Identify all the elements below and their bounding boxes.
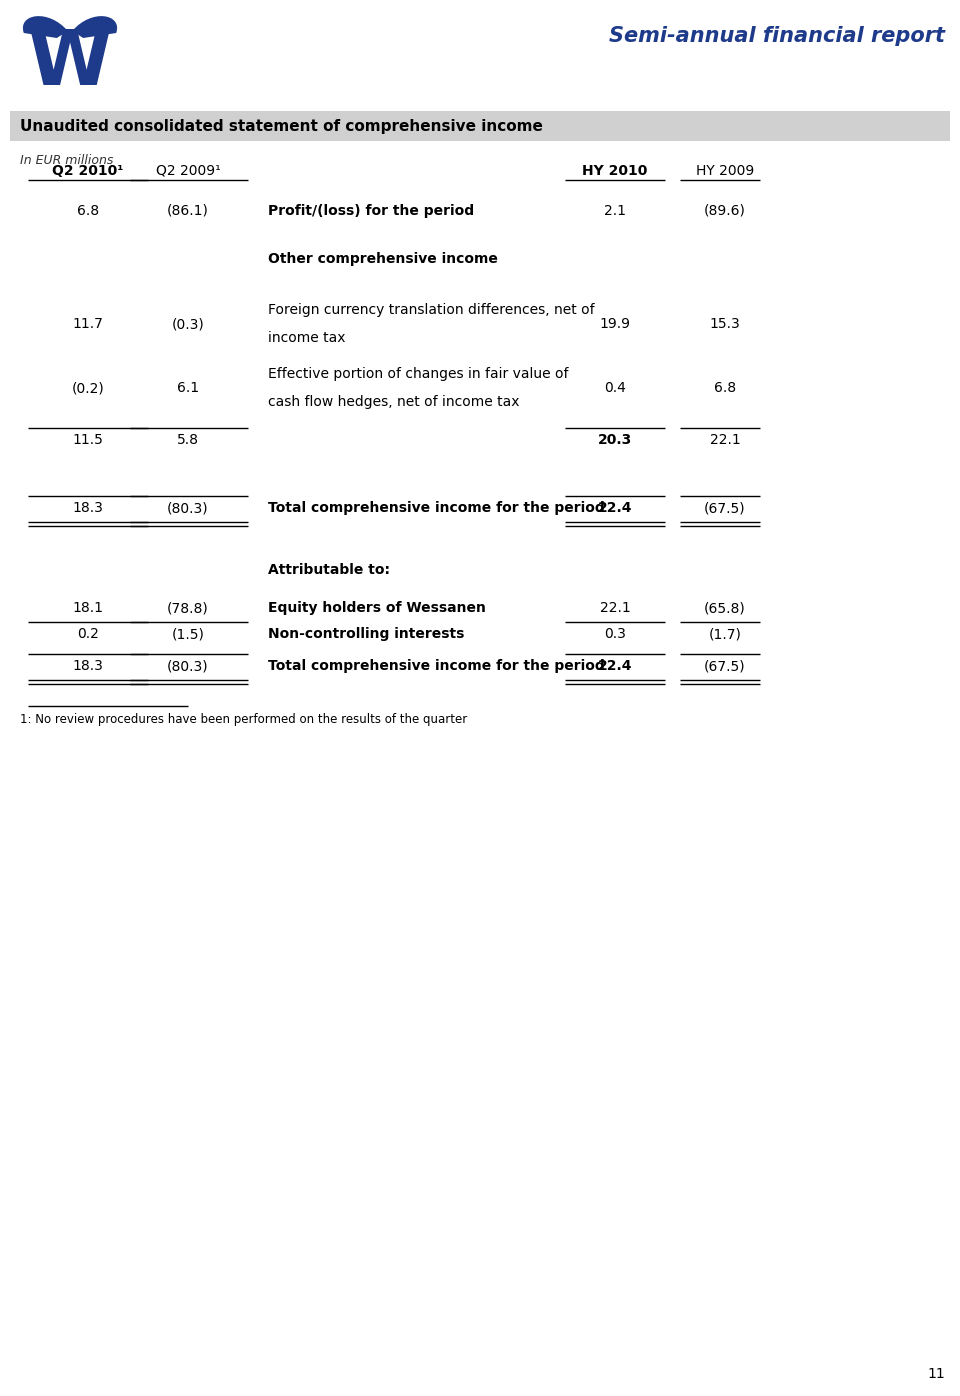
Text: 11.5: 11.5 [73, 433, 104, 447]
Text: (80.3): (80.3) [167, 501, 209, 515]
Text: (65.8): (65.8) [704, 602, 746, 616]
Text: (1.5): (1.5) [172, 627, 204, 641]
Text: Other comprehensive income: Other comprehensive income [268, 253, 498, 267]
Text: (80.3): (80.3) [167, 659, 209, 673]
Text: cash flow hedges, net of income tax: cash flow hedges, net of income tax [268, 395, 519, 409]
Text: 6.8: 6.8 [77, 204, 99, 218]
Text: Attributable to:: Attributable to: [268, 563, 390, 577]
Text: Semi-annual financial report: Semi-annual financial report [609, 27, 945, 46]
Text: (89.6): (89.6) [704, 204, 746, 218]
Text: 5.8: 5.8 [177, 433, 199, 447]
Text: 20.3: 20.3 [598, 433, 632, 447]
Text: (78.8): (78.8) [167, 602, 209, 616]
Text: HY 2009: HY 2009 [696, 163, 755, 179]
Text: 2.1: 2.1 [604, 204, 626, 218]
Text: Q2 2009¹: Q2 2009¹ [156, 163, 221, 179]
Text: (0.2): (0.2) [72, 381, 105, 395]
Text: 11.7: 11.7 [73, 317, 104, 331]
Text: Equity holders of Wessanen: Equity holders of Wessanen [268, 602, 486, 616]
Text: Foreign currency translation differences, net of: Foreign currency translation differences… [268, 303, 594, 317]
Text: 0.3: 0.3 [604, 627, 626, 641]
Text: (67.5): (67.5) [705, 501, 746, 515]
Text: 6.8: 6.8 [714, 381, 736, 395]
Text: income tax: income tax [268, 331, 346, 345]
Text: 0.4: 0.4 [604, 381, 626, 395]
Text: 18.3: 18.3 [73, 659, 104, 673]
Text: 19.9: 19.9 [599, 317, 631, 331]
Text: 1: No review procedures have been performed on the results of the quarter: 1: No review procedures have been perfor… [20, 713, 468, 726]
Text: W: W [28, 27, 112, 101]
Text: 0.2: 0.2 [77, 627, 99, 641]
Text: (1.7): (1.7) [708, 627, 741, 641]
Text: 22.4: 22.4 [598, 659, 633, 673]
Text: 15.3: 15.3 [709, 317, 740, 331]
Bar [10, 112, 950, 141]
Text: 22.1: 22.1 [600, 602, 631, 616]
Text: 18.3: 18.3 [73, 501, 104, 515]
Text: 6.1: 6.1 [177, 381, 199, 395]
Text: Profit/(loss) for the period: Profit/(loss) for the period [268, 204, 474, 218]
Text: In EUR millions: In EUR millions [20, 154, 113, 168]
Text: Q2 2010¹: Q2 2010¹ [52, 163, 124, 179]
Text: 22.1: 22.1 [709, 433, 740, 447]
Text: Total comprehensive income for the period: Total comprehensive income for the perio… [268, 501, 605, 515]
PathPatch shape [23, 17, 68, 38]
Text: (67.5): (67.5) [705, 659, 746, 673]
Text: 18.1: 18.1 [73, 602, 104, 616]
Text: Unaudited consolidated statement of comprehensive income: Unaudited consolidated statement of comp… [20, 119, 542, 134]
Text: 22.4: 22.4 [598, 501, 633, 515]
Text: HY 2010: HY 2010 [583, 163, 648, 179]
Text: (86.1): (86.1) [167, 204, 209, 218]
Text: Effective portion of changes in fair value of: Effective portion of changes in fair val… [268, 367, 568, 381]
Text: 11: 11 [927, 1367, 945, 1381]
Text: Total comprehensive income for the period: Total comprehensive income for the perio… [268, 659, 605, 673]
Text: (0.3): (0.3) [172, 317, 204, 331]
PathPatch shape [72, 17, 117, 38]
Text: Non-controlling interests: Non-controlling interests [268, 627, 465, 641]
